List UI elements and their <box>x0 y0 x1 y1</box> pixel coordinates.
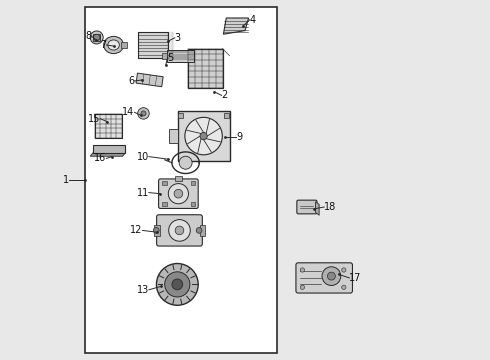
Bar <box>162 202 167 206</box>
Text: 18: 18 <box>324 202 337 212</box>
Circle shape <box>300 285 305 289</box>
Circle shape <box>172 279 183 290</box>
Text: 9: 9 <box>236 132 242 142</box>
Text: 17: 17 <box>349 273 362 283</box>
Text: 11: 11 <box>137 188 149 198</box>
Bar <box>188 49 222 88</box>
Bar <box>139 32 168 58</box>
Bar <box>169 129 177 143</box>
Text: 5: 5 <box>168 53 174 63</box>
Circle shape <box>342 285 346 289</box>
Text: 4: 4 <box>250 15 256 25</box>
Circle shape <box>94 34 100 41</box>
Text: 15: 15 <box>88 114 100 124</box>
Bar <box>191 202 196 206</box>
Circle shape <box>175 226 184 235</box>
Circle shape <box>165 272 190 297</box>
Circle shape <box>196 228 202 233</box>
FancyBboxPatch shape <box>296 263 352 293</box>
Text: 14: 14 <box>122 107 134 117</box>
Circle shape <box>141 111 146 116</box>
Text: 1: 1 <box>63 175 69 185</box>
Text: 7: 7 <box>100 40 106 50</box>
Circle shape <box>200 132 207 140</box>
Circle shape <box>179 156 192 169</box>
Text: 6: 6 <box>128 76 134 86</box>
Bar <box>191 181 196 185</box>
Circle shape <box>322 267 341 285</box>
Circle shape <box>138 108 149 119</box>
Circle shape <box>169 220 190 241</box>
Bar <box>177 113 183 118</box>
Ellipse shape <box>108 40 120 50</box>
Circle shape <box>342 268 346 272</box>
Circle shape <box>90 31 103 44</box>
Polygon shape <box>223 18 248 34</box>
Bar <box>121 42 127 48</box>
Bar <box>162 181 167 185</box>
Bar <box>175 176 182 181</box>
Text: 16: 16 <box>94 153 106 163</box>
Polygon shape <box>90 153 125 156</box>
FancyBboxPatch shape <box>157 215 202 246</box>
Bar <box>85 7 277 353</box>
Ellipse shape <box>104 36 123 54</box>
FancyBboxPatch shape <box>159 179 198 208</box>
Circle shape <box>185 117 222 155</box>
Text: 10: 10 <box>137 152 149 162</box>
Circle shape <box>300 268 305 272</box>
Bar <box>177 111 230 161</box>
Circle shape <box>153 228 159 233</box>
Bar <box>162 53 168 59</box>
FancyBboxPatch shape <box>297 200 317 214</box>
Circle shape <box>156 264 198 305</box>
Text: 3: 3 <box>175 33 181 43</box>
Text: 12: 12 <box>130 225 143 235</box>
Bar <box>93 34 100 41</box>
Bar <box>154 225 160 236</box>
Circle shape <box>169 184 189 204</box>
Bar <box>95 114 122 138</box>
Polygon shape <box>316 202 319 215</box>
Circle shape <box>174 189 183 198</box>
Text: 2: 2 <box>221 90 228 100</box>
Bar <box>136 73 163 87</box>
Bar <box>93 145 125 153</box>
Bar <box>224 113 229 118</box>
Circle shape <box>327 272 335 280</box>
Text: 8: 8 <box>85 31 91 41</box>
Text: 13: 13 <box>137 285 149 295</box>
Bar <box>200 225 205 236</box>
Bar <box>167 50 194 62</box>
